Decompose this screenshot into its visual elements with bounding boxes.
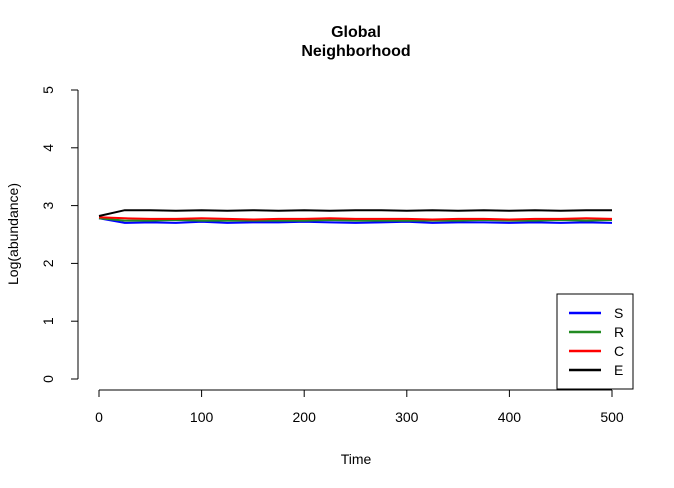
x-tick-label: 300 [395, 409, 419, 425]
series-layer [98, 209, 613, 224]
y-tick-label: 2 [40, 259, 56, 267]
series-line-c [98, 216, 613, 221]
legend-label-e: E [614, 362, 623, 378]
y-tick-label: 4 [40, 144, 56, 152]
y-axis-label: Log(abundance) [5, 183, 21, 285]
series-line-s [98, 217, 613, 224]
legend-label-c: C [614, 343, 624, 359]
chart-title: Global [331, 24, 381, 41]
x-tick-label: 0 [95, 409, 103, 425]
y-tick-label: 0 [40, 375, 56, 383]
x-tick-label: 500 [600, 409, 624, 425]
x-tick-label: 200 [293, 409, 317, 425]
x-axis-label: Time [341, 451, 372, 467]
y-tick-label: 1 [40, 317, 56, 325]
legend-label-r: R [614, 324, 624, 340]
legend-box [556, 293, 634, 390]
series-line-e [98, 209, 612, 217]
x-tick-label: 400 [498, 409, 522, 425]
y-tick-label: 5 [40, 86, 56, 94]
x-tick-label: 100 [190, 409, 214, 425]
y-axis: 0 1 2 3 4 5 [40, 86, 79, 383]
chart-subtitle: Neighborhood [301, 43, 410, 60]
y-tick-label: 3 [40, 201, 56, 209]
x-axis: 0 100 200 300 400 500 [95, 389, 624, 425]
legend-label-s: S [614, 305, 623, 321]
series-line-r [98, 217, 613, 222]
